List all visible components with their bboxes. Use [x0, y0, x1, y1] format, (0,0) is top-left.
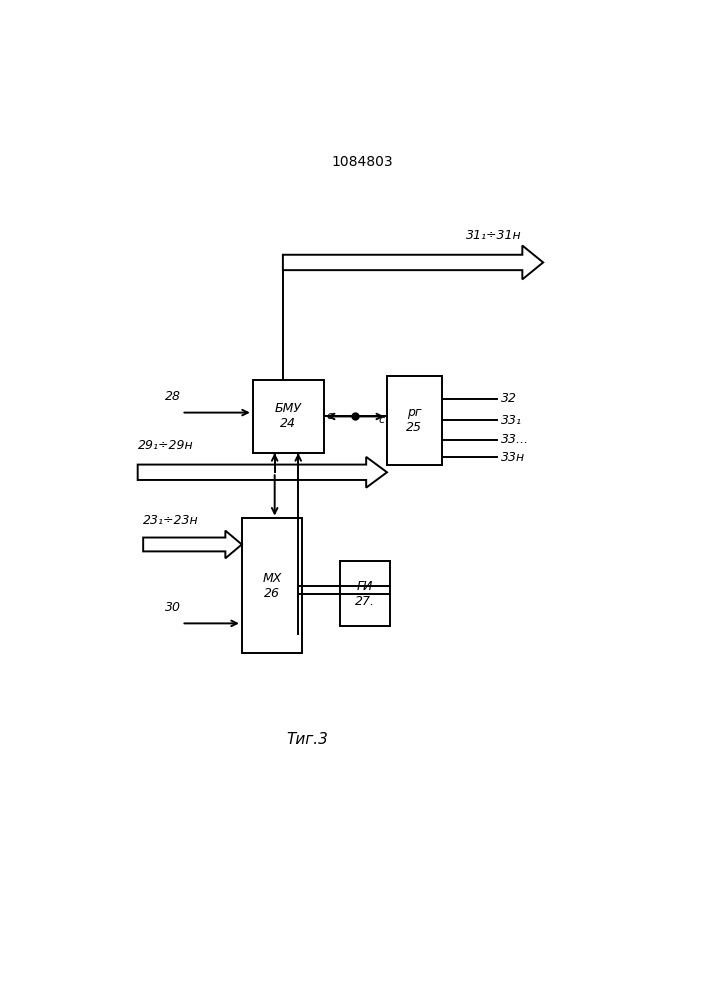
Bar — [387, 376, 442, 465]
Text: 33...: 33... — [501, 433, 529, 446]
Text: 30: 30 — [165, 601, 181, 614]
Bar — [242, 518, 302, 653]
Text: 23₁÷23н: 23₁÷23н — [144, 514, 199, 527]
Text: 33н: 33н — [501, 451, 525, 464]
Text: с: с — [379, 415, 385, 425]
Text: 1084803: 1084803 — [332, 155, 393, 169]
Bar — [253, 380, 324, 453]
Text: 28: 28 — [165, 390, 181, 403]
Text: 33₁: 33₁ — [501, 414, 522, 427]
Text: Τиг.3: Τиг.3 — [286, 732, 329, 747]
Bar — [341, 561, 390, 626]
Text: с: с — [326, 411, 332, 421]
Text: ГИ
27.: ГИ 27. — [355, 580, 375, 608]
Text: 31₁÷31н: 31₁÷31н — [466, 229, 522, 242]
Polygon shape — [144, 531, 242, 558]
Text: 32: 32 — [501, 392, 517, 405]
Text: БМУ
24: БМУ 24 — [275, 402, 302, 430]
Polygon shape — [138, 457, 387, 488]
Text: МХ
26: МХ 26 — [262, 572, 281, 600]
Text: рг
25: рг 25 — [407, 406, 422, 434]
Text: 29₁÷29н: 29₁÷29н — [138, 439, 193, 452]
Polygon shape — [283, 246, 543, 279]
